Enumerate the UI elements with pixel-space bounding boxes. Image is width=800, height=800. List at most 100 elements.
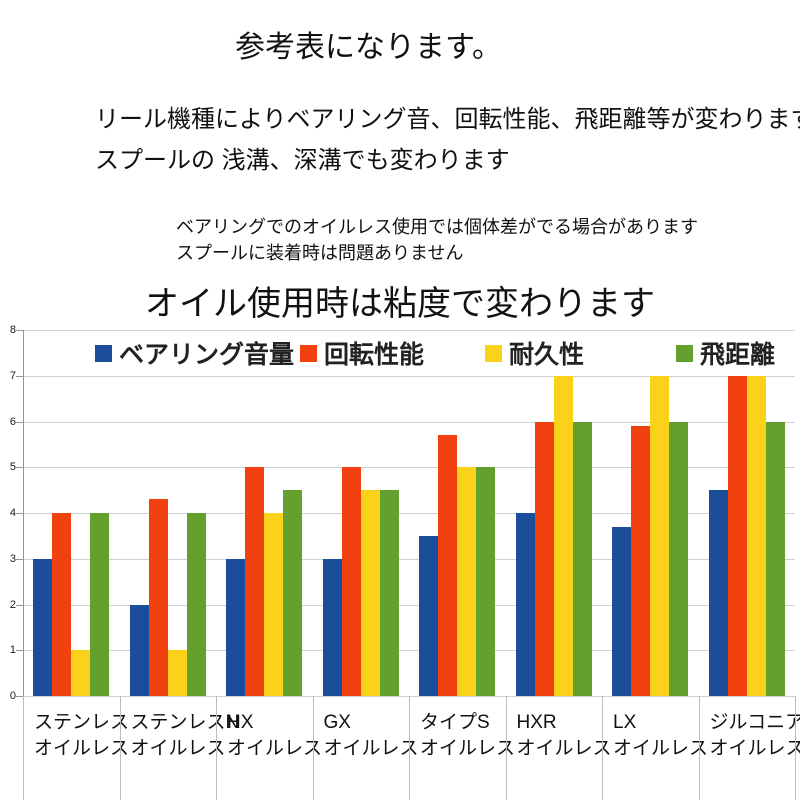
legend-swatch-icon <box>676 344 693 362</box>
bar <box>534 421 554 696</box>
chart-legend: ベアリング音量 回転性能 耐久性 飛距離 <box>60 333 782 373</box>
x-axis-category-label: HX オイルレス <box>227 710 322 762</box>
bar <box>33 558 53 696</box>
category-label-line2: オイルレス <box>227 738 323 759</box>
gridline <box>23 467 795 469</box>
category-label-line2: オイルレス <box>613 738 709 759</box>
bar <box>341 467 361 696</box>
description-line-2: スプールの 浅溝、深溝でも変わります <box>95 147 510 174</box>
bar <box>90 513 110 696</box>
y-axis-tick-label: 1 <box>9 644 16 657</box>
y-axis-tick <box>16 696 23 697</box>
category-label-line2: オイルレス <box>516 738 612 759</box>
legend-item: 飛距離 <box>676 333 775 373</box>
bar-group <box>216 330 313 696</box>
bar <box>631 426 651 696</box>
bar <box>71 650 91 696</box>
bar <box>129 604 149 696</box>
bar <box>515 513 535 696</box>
legend-item: 耐久性 <box>485 333 584 373</box>
category-label-line1: LX <box>613 712 637 733</box>
y-axis-tick-label: 7 <box>9 369 16 382</box>
category-label-line1: HX <box>227 712 254 733</box>
bar-group <box>313 330 410 696</box>
bar <box>186 513 206 696</box>
y-axis-tick <box>16 330 23 331</box>
x-axis-category-label: GX オイルレス <box>324 710 419 762</box>
category-separator-line <box>216 696 217 800</box>
x-axis-category-label: ステンレスオイルレス <box>34 710 129 762</box>
legend-label: ベアリング音量 <box>119 341 295 369</box>
bar <box>746 375 766 696</box>
category-label-line2: オイルレス <box>130 738 226 759</box>
gridline <box>23 421 795 423</box>
y-axis-tick-label: 0 <box>9 690 16 702</box>
y-axis-tick-label: 2 <box>9 598 16 611</box>
y-axis-tick <box>16 558 23 560</box>
category-separator-line <box>602 696 603 800</box>
category-label-line1: ステンレスN <box>130 712 240 733</box>
bar <box>264 513 284 696</box>
gridline <box>23 604 795 606</box>
legend-item: 回転性能 <box>300 333 424 373</box>
bar <box>360 490 380 696</box>
y-axis-tick-label: 6 <box>9 415 16 428</box>
description-line-1: リール機種によりベアリング音、回転性能、飛距離等が変わります。 <box>95 106 800 133</box>
y-axis-tick <box>16 421 23 423</box>
category-label-line1: GX <box>323 712 351 733</box>
bar <box>476 467 496 696</box>
bar <box>553 375 573 696</box>
category-label-line2: オイルレス <box>34 738 130 759</box>
category-label-line1: タイプS <box>420 712 490 733</box>
bar-group <box>23 330 120 696</box>
category-label-line1: ステンレス <box>34 712 130 733</box>
x-axis-category-label: ステンレスN オイルレス <box>131 710 240 762</box>
page-title: 参考表になります。 <box>235 31 502 64</box>
x-axis-category-label: ジルコニアオイルレス <box>710 710 800 762</box>
note-line-1: ベアリングでのオイルレス使用では個体差がでる場合があります <box>176 217 698 237</box>
category-label-line1: ジルコニア <box>709 712 800 733</box>
category-separator-line <box>312 696 314 800</box>
legend-swatch-icon <box>300 344 317 362</box>
bar <box>52 513 72 696</box>
bar <box>669 421 689 696</box>
note-line-2: スプールに装着時は問題ありません <box>176 243 464 263</box>
bar <box>322 558 342 696</box>
gridline <box>23 330 795 331</box>
bar <box>612 526 632 696</box>
category-label-line2: オイルレス <box>323 738 419 759</box>
bar <box>457 467 477 696</box>
y-axis-line <box>23 330 24 698</box>
category-separator-line <box>795 696 796 800</box>
y-axis-tick <box>16 650 23 652</box>
plot-area <box>23 330 795 696</box>
bar <box>283 490 303 696</box>
bar-group <box>602 330 699 696</box>
category-separator-line <box>409 696 410 800</box>
bar-group <box>120 330 217 696</box>
legend-swatch-icon <box>485 344 502 362</box>
bar <box>727 375 747 696</box>
bar <box>572 421 592 696</box>
bar-group <box>506 330 603 696</box>
legend-label: 回転性能 <box>324 341 425 369</box>
category-separator-line <box>698 696 700 800</box>
bar <box>708 490 728 696</box>
y-axis-tick <box>16 375 23 377</box>
gridline <box>23 513 795 514</box>
category-label-line2: オイルレス <box>709 738 800 759</box>
bar <box>226 558 246 696</box>
category-separator-line <box>23 696 24 800</box>
category-label-line2: オイルレス <box>420 738 516 759</box>
category-separator-line <box>119 696 121 800</box>
bar-group <box>409 330 506 696</box>
x-axis-category-label: タイプS オイルレス <box>420 710 515 762</box>
y-axis-tick <box>16 513 23 514</box>
y-axis-tick-label: 8 <box>9 324 16 336</box>
x-axis-category-label: LX オイルレス <box>613 710 708 762</box>
category-separator-line <box>505 696 507 800</box>
legend-item: ベアリング音量 <box>95 333 294 373</box>
bar <box>765 421 785 696</box>
y-axis-tick-label: 4 <box>9 507 16 519</box>
